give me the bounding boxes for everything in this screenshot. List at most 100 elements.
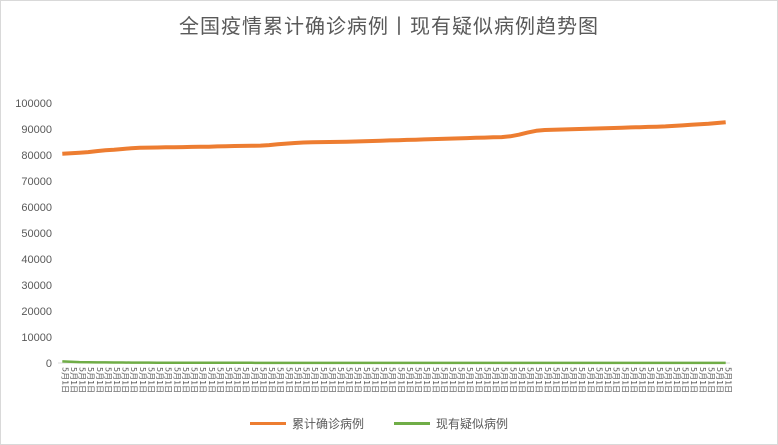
x-tick-label: 5月1日: [612, 367, 621, 393]
x-tick-label: 5月1日: [284, 367, 293, 393]
x-tick-label: 5月1日: [78, 367, 87, 393]
x-tick-label: 5月1日: [379, 367, 388, 393]
x-tick-label: 5月1日: [551, 367, 560, 393]
x-tick-label: 5月1日: [629, 367, 638, 393]
x-tick-label: 5月1日: [482, 367, 491, 393]
y-tick-label: 80000: [21, 150, 52, 162]
x-tick-label: 5月1日: [164, 367, 173, 393]
x-tick-label: 5月1日: [327, 367, 336, 393]
x-tick-label: 5月1日: [388, 367, 397, 393]
x-tick-label: 5月1日: [215, 367, 224, 393]
x-tick-label: 5月1日: [526, 367, 535, 393]
x-tick-label: 5月1日: [543, 367, 552, 393]
x-tick-label: 5月1日: [293, 367, 302, 393]
y-tick-label: 10000: [21, 332, 52, 344]
legend-swatch: [394, 421, 431, 425]
y-tick-label: 20000: [21, 306, 52, 318]
x-tick-label: 5月1日: [336, 367, 345, 393]
x-tick-label: 5月1日: [517, 367, 526, 393]
y-tick-label: 70000: [21, 176, 52, 188]
x-tick-label: 5月1日: [370, 367, 379, 393]
x-tick-label: 5月1日: [207, 367, 216, 393]
x-tick-label: 5月1日: [267, 367, 276, 393]
legend-label: 现有疑似病例: [436, 416, 509, 431]
x-tick-label: 5月1日: [508, 367, 517, 393]
legend-swatch: [250, 421, 286, 425]
x-tick-label: 5月1日: [198, 367, 207, 393]
y-tick-label: 0: [46, 358, 52, 370]
x-tick-label: 5月1日: [310, 367, 319, 393]
x-tick-label: 5月1日: [586, 367, 595, 393]
x-tick-label: 5月1日: [95, 367, 104, 393]
x-tick-label: 5月1日: [457, 367, 466, 393]
x-tick-label: 5月1日: [69, 367, 78, 393]
y-tick-label: 90000: [21, 124, 52, 136]
series-line-1: [62, 360, 726, 365]
x-tick-label: 5月1日: [353, 367, 362, 393]
x-tick-label: 5月1日: [302, 367, 311, 393]
legend-item-1: 现有疑似病例: [394, 415, 508, 432]
x-tick-label: 5月1日: [129, 367, 138, 393]
x-tick-label: 5月1日: [672, 367, 681, 393]
x-tick-label: 5月1日: [646, 367, 655, 393]
x-tick-label: 5月1日: [258, 367, 267, 393]
x-tick-label: 5月1日: [603, 367, 612, 393]
x-tick-label: 5月1日: [491, 367, 500, 393]
series-lines: [62, 120, 726, 365]
x-tick-label: 5月1日: [560, 367, 569, 393]
x-tick-label: 5月1日: [60, 367, 69, 393]
x-tick-label: 5月1日: [362, 367, 371, 393]
chart-title: 全国疫情累计确诊病例丨现有疑似病例趋势图: [179, 14, 599, 38]
x-axis: 5月1日 5月1日 5月1日 5月1日 5月1日 5月1日 5月1日 5月1日 5月1日 5月1日…: [58, 362, 733, 393]
x-tick-label: 5月1日: [724, 367, 733, 393]
series-line-0: [62, 120, 726, 156]
x-tick-label: 5月1日: [112, 367, 121, 393]
x-tick-label: 5月1日: [396, 367, 405, 393]
x-tick-label: 5月1日: [181, 367, 190, 393]
x-tick-label: 5月1日: [569, 367, 578, 393]
x-tick-label: 5月1日: [698, 367, 707, 393]
x-tick-label: 5月1日: [663, 367, 672, 393]
y-axis: 0 10000 20000 30000 40000 50000 60000 70000 8000…: [15, 98, 52, 370]
x-tick-label: 5月1日: [439, 367, 448, 393]
x-tick-label: 5月1日: [190, 367, 199, 393]
x-tick-label: 5月1日: [233, 367, 242, 393]
x-tick-label: 5月1日: [276, 367, 285, 393]
x-tick-label: 5月1日: [620, 367, 629, 393]
x-tick-label: 5月1日: [474, 367, 483, 393]
x-tick-label: 5月1日: [448, 367, 457, 393]
x-tick-label: 5月1日: [500, 367, 509, 393]
y-tick-label: 30000: [21, 280, 52, 292]
legend-item-0: 累计确诊病例: [250, 415, 364, 432]
x-tick-label: 5月1日: [319, 367, 328, 393]
x-tick-label: 5月1日: [224, 367, 233, 393]
y-tick-label: 60000: [21, 202, 52, 214]
x-tick-label: 5月1日: [534, 367, 543, 393]
x-tick-label: 5月1日: [155, 367, 164, 393]
x-tick-label: 5月1日: [465, 367, 474, 393]
x-tick-label: 5月1日: [422, 367, 431, 393]
x-tick-label: 5月1日: [715, 367, 724, 393]
x-tick-label: 5月1日: [414, 367, 423, 393]
x-tick-label: 5月1日: [345, 367, 354, 393]
x-tick-label: 5月1日: [594, 367, 603, 393]
x-tick-label: 5月1日: [405, 367, 414, 393]
x-tick-label: 5月1日: [706, 367, 715, 393]
legend: 累计确诊病例 现有疑似病例: [250, 415, 538, 432]
x-tick-label: 5月1日: [241, 367, 250, 393]
x-tick-label: 5月1日: [681, 367, 690, 393]
x-tick-label: 5月1日: [138, 367, 147, 393]
y-tick-label: 40000: [21, 254, 52, 266]
x-tick-label: 5月1日: [146, 367, 155, 393]
x-tick-label: 5月1日: [638, 367, 647, 393]
x-tick-label: 5月1日: [103, 367, 112, 393]
x-tick-label: 5月1日: [172, 367, 181, 393]
y-tick-label: 100000: [15, 98, 52, 110]
legend-label: 累计确诊病例: [292, 416, 365, 431]
x-tick-label: 5月1日: [250, 367, 259, 393]
x-tick-label: 5月1日: [121, 367, 130, 393]
x-tick-label: 5月1日: [655, 367, 664, 393]
x-tick-label: 5月1日: [577, 367, 586, 393]
